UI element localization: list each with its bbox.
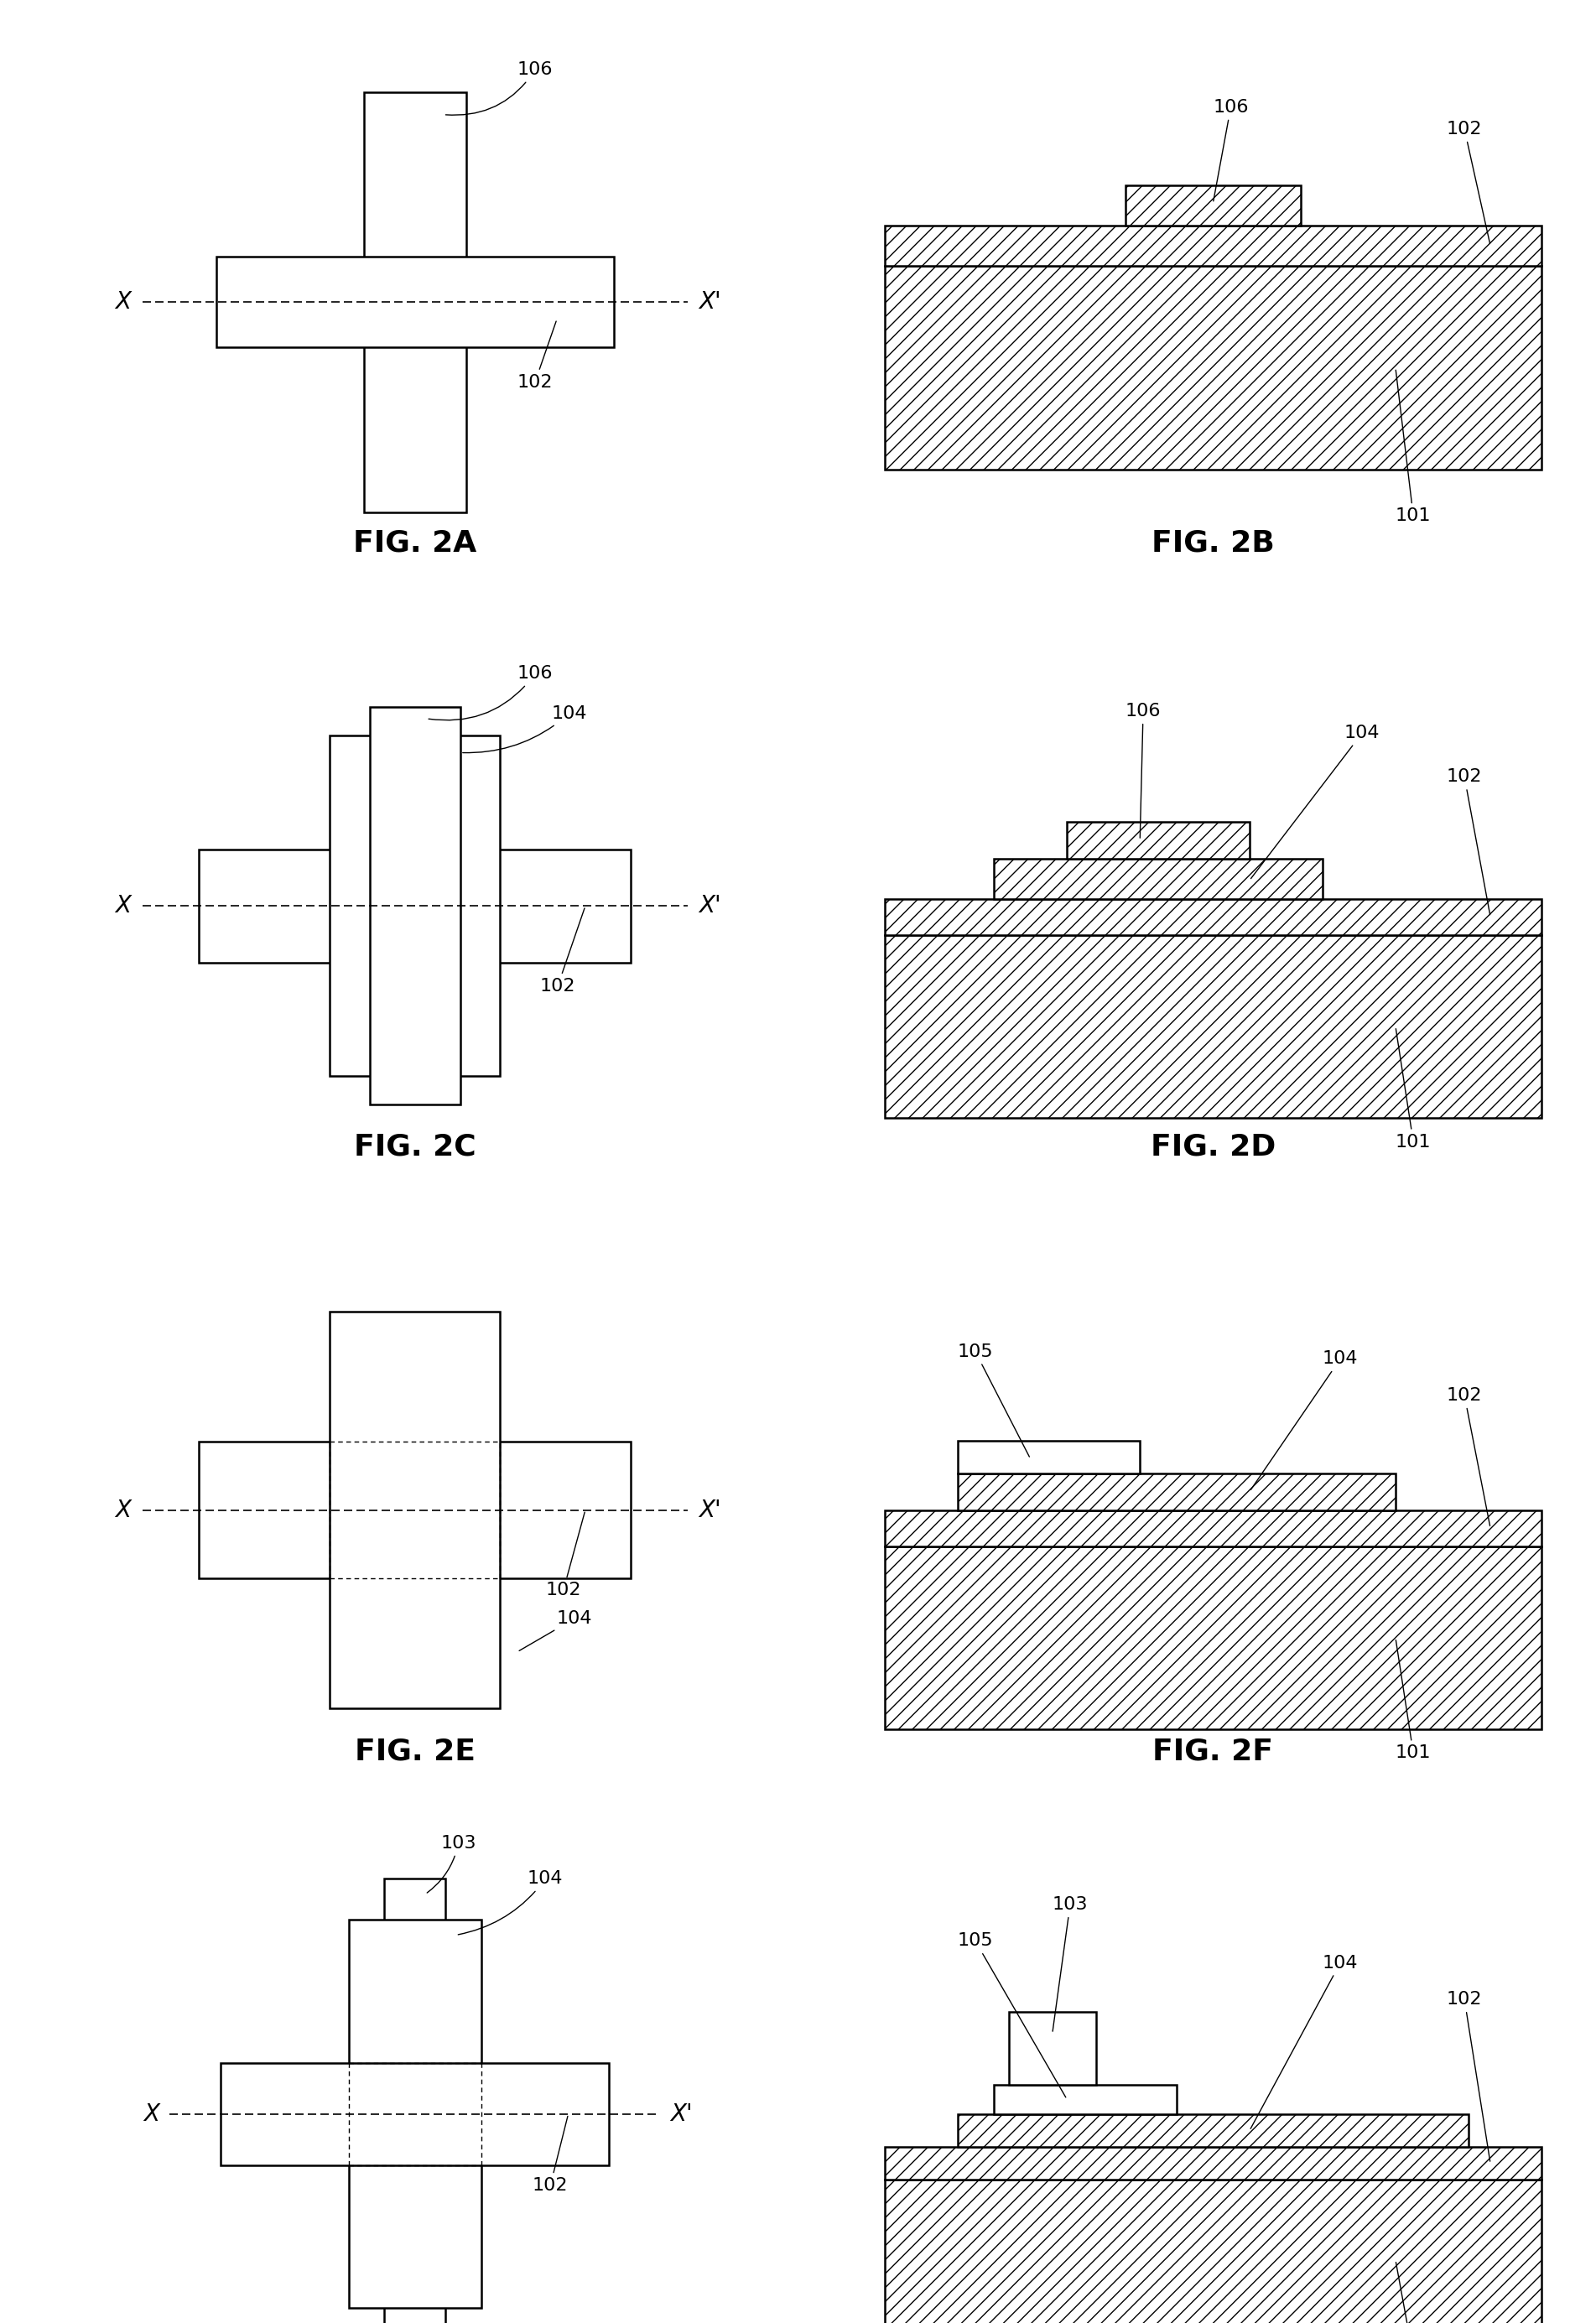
Text: 102: 102 — [539, 908, 584, 994]
Text: 104: 104 — [463, 706, 587, 753]
Bar — [958, 2114, 1468, 2146]
Bar — [884, 2146, 1542, 2179]
Bar — [994, 860, 1323, 899]
Bar — [348, 1919, 482, 2309]
Bar — [215, 256, 614, 348]
Text: 101: 101 — [1395, 369, 1432, 525]
Text: FIG. 2A: FIG. 2A — [353, 530, 477, 558]
Text: 101: 101 — [1395, 1640, 1432, 1761]
Text: X': X' — [699, 290, 721, 314]
Text: 105: 105 — [958, 1933, 1066, 2098]
Bar — [200, 850, 630, 962]
Text: 102: 102 — [1446, 1387, 1491, 1526]
Bar — [958, 1440, 1140, 1473]
Bar — [884, 265, 1542, 469]
Bar — [958, 1473, 1395, 1510]
Text: FIG. 2F: FIG. 2F — [1152, 1738, 1274, 1765]
Text: 102: 102 — [1446, 769, 1491, 915]
Text: 104: 104 — [519, 1610, 592, 1652]
Text: 104: 104 — [1251, 725, 1381, 878]
Text: X: X — [115, 1498, 131, 1522]
Bar — [994, 2084, 1176, 2114]
Bar — [884, 899, 1542, 936]
Text: 104: 104 — [458, 1870, 563, 1935]
Text: 102: 102 — [1446, 1991, 1491, 2160]
Text: 103: 103 — [428, 1835, 476, 1893]
Bar — [1125, 186, 1301, 225]
Bar — [364, 93, 466, 511]
Text: 106: 106 — [429, 664, 552, 720]
Text: 102: 102 — [1446, 121, 1491, 244]
Bar — [385, 1879, 445, 2323]
Text: FIG. 2D: FIG. 2D — [1151, 1134, 1275, 1162]
Text: 102: 102 — [533, 2116, 568, 2193]
Bar — [884, 225, 1542, 265]
Bar — [884, 1547, 1542, 1728]
Bar — [884, 1510, 1542, 1547]
Text: 106: 106 — [1213, 100, 1248, 202]
Bar — [884, 936, 1542, 1117]
Bar — [330, 736, 500, 1076]
Bar — [330, 1310, 500, 1710]
Bar — [1009, 2012, 1096, 2084]
Text: 103: 103 — [1052, 1896, 1088, 2030]
Bar — [220, 2063, 610, 2165]
Text: X': X' — [699, 894, 721, 918]
Text: 106: 106 — [1125, 704, 1160, 839]
Bar — [370, 706, 460, 1106]
Bar — [884, 2179, 1542, 2323]
Text: 105: 105 — [958, 1343, 1029, 1457]
Text: 101: 101 — [1395, 2263, 1432, 2323]
Bar — [1068, 822, 1250, 860]
Text: 104: 104 — [1251, 1350, 1358, 1489]
Text: X': X' — [699, 1498, 721, 1522]
Text: 102: 102 — [546, 1512, 584, 1598]
Text: X: X — [115, 894, 131, 918]
Bar — [200, 1443, 630, 1577]
Text: X: X — [115, 290, 131, 314]
Text: 106: 106 — [445, 60, 552, 116]
Text: FIG. 2C: FIG. 2C — [354, 1134, 476, 1162]
Text: X': X' — [670, 2102, 693, 2126]
Text: FIG. 2B: FIG. 2B — [1151, 530, 1275, 558]
Text: 104: 104 — [1251, 1954, 1358, 2128]
Text: FIG. 2E: FIG. 2E — [354, 1738, 476, 1765]
Text: X: X — [144, 2102, 160, 2126]
Text: 101: 101 — [1395, 1029, 1432, 1150]
Text: 102: 102 — [517, 321, 555, 390]
